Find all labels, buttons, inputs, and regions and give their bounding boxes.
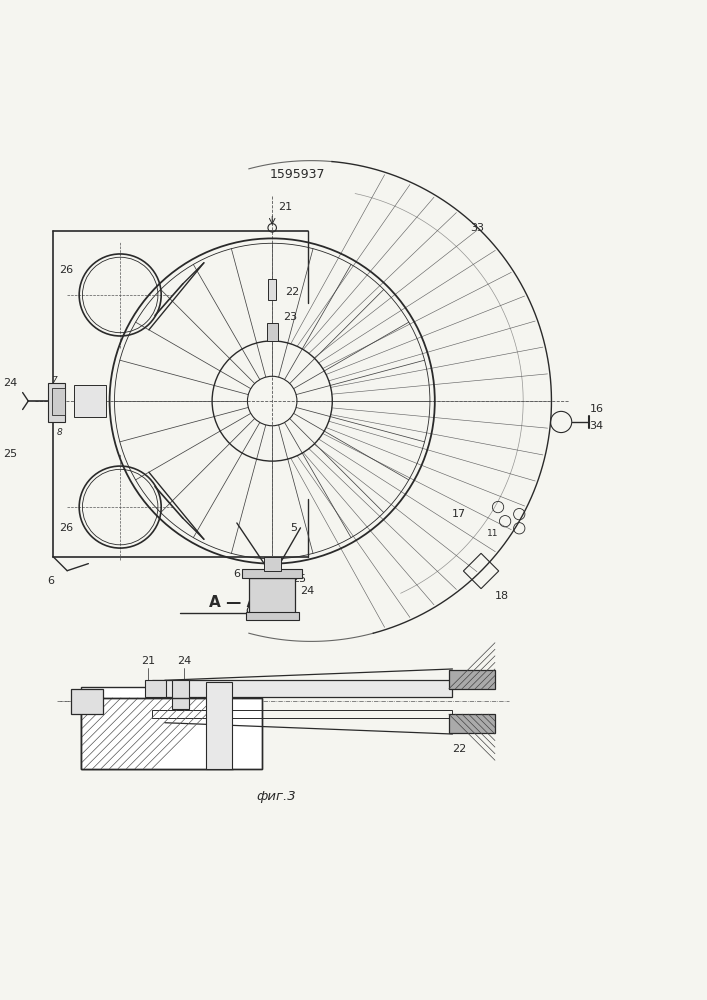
Text: 17: 17 <box>452 509 466 519</box>
Text: фиг.3: фиг.3 <box>256 790 296 803</box>
Text: A — A: A — A <box>209 595 258 610</box>
Bar <box>172 680 189 709</box>
Bar <box>152 680 452 697</box>
Bar <box>81 698 262 769</box>
Bar <box>246 612 299 620</box>
Text: 11: 11 <box>486 529 498 538</box>
Text: 8: 8 <box>57 428 62 437</box>
Bar <box>145 680 166 697</box>
Bar <box>206 682 232 769</box>
Text: 26: 26 <box>59 265 74 275</box>
Text: 16: 16 <box>590 404 604 414</box>
Text: 5: 5 <box>290 523 297 533</box>
Bar <box>52 388 65 415</box>
Text: 6: 6 <box>233 569 240 579</box>
Bar <box>242 569 303 578</box>
Bar <box>449 670 495 689</box>
Text: 24: 24 <box>4 378 18 388</box>
Text: 22: 22 <box>452 744 467 754</box>
Text: 21: 21 <box>278 202 292 212</box>
Bar <box>74 385 106 417</box>
Bar <box>250 578 296 613</box>
Bar <box>268 279 276 300</box>
Text: 24: 24 <box>177 656 191 666</box>
Bar <box>264 557 281 571</box>
Text: фиг.2: фиг.2 <box>245 603 285 616</box>
Bar <box>71 689 103 714</box>
Text: 25: 25 <box>4 449 18 459</box>
Bar <box>449 714 495 733</box>
Text: 34: 34 <box>590 421 604 431</box>
Bar <box>48 383 65 422</box>
Text: 7: 7 <box>52 376 57 385</box>
Text: 26: 26 <box>59 523 74 533</box>
Text: 25: 25 <box>292 574 306 584</box>
Text: 6: 6 <box>47 576 54 586</box>
Text: 1595937: 1595937 <box>269 168 325 181</box>
Text: 22: 22 <box>285 287 299 297</box>
Text: 24: 24 <box>300 586 315 596</box>
Bar <box>152 710 452 718</box>
Bar <box>267 323 278 341</box>
Text: 18: 18 <box>495 591 509 601</box>
Bar <box>81 698 262 769</box>
Text: 33: 33 <box>469 223 484 233</box>
Text: 23: 23 <box>283 312 297 322</box>
Text: 21: 21 <box>141 656 156 666</box>
Bar <box>81 687 233 769</box>
